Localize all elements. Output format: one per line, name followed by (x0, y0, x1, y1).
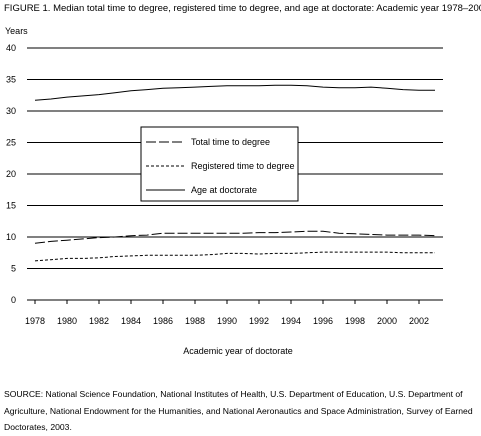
x-tick-label: 1994 (281, 316, 301, 326)
legend: Total time to degree Registered time to … (140, 126, 299, 202)
y-axis-ticks: 0 5 10 15 20 25 30 35 40 (6, 43, 16, 305)
y-tick-label: 10 (6, 232, 16, 242)
y-tick-label: 40 (6, 43, 16, 53)
gridlines (27, 47, 443, 269)
x-tick-label: 1996 (313, 316, 333, 326)
legend-label-total-time: Total time to degree (191, 137, 270, 147)
x-tick-label: 1982 (89, 316, 109, 326)
legend-box (140, 126, 299, 202)
series-line-registered-time-to-degree (34, 251, 435, 262)
y-tick-label: 25 (6, 138, 16, 148)
y-axis-label: Years (5, 26, 28, 36)
x-axis-ticks: 1978 1980 1982 1984 1986 1988 1990 1992 1994 1996… (25, 300, 429, 326)
y-tick-label: 0 (11, 295, 16, 305)
x-axis-label: Academic year of doctorate (183, 346, 293, 356)
x-tick-label: 1978 (25, 316, 45, 326)
x-tick-label: 1986 (153, 316, 173, 326)
figure-title: FIGURE 1. Median total time to degree, r… (4, 3, 481, 14)
x-tick-label: 2002 (409, 316, 429, 326)
x-tick-label: 1992 (249, 316, 269, 326)
series-line-age-at-doctorate (34, 84, 435, 101)
x-tick-label: 1990 (217, 316, 237, 326)
series-line-total-time-to-degree (34, 230, 436, 244)
x-tick-label: 1984 (121, 316, 141, 326)
y-tick-label: 30 (6, 106, 16, 116)
y-tick-label: 20 (6, 169, 16, 179)
x-tick-label: 2000 (377, 316, 397, 326)
source-note: SOURCE: National Science Foundation, Nat… (4, 389, 473, 432)
legend-label-registered-time: Registered time to degree (191, 161, 295, 171)
legend-label-age: Age at doctorate (191, 185, 257, 195)
series-layer (34, 84, 436, 262)
y-tick-label: 35 (6, 75, 16, 85)
x-tick-label: 1988 (185, 316, 205, 326)
x-tick-label: 1998 (345, 316, 365, 326)
y-tick-label: 5 (11, 264, 16, 274)
x-tick-label: 1980 (57, 316, 77, 326)
y-tick-label: 15 (6, 201, 16, 211)
